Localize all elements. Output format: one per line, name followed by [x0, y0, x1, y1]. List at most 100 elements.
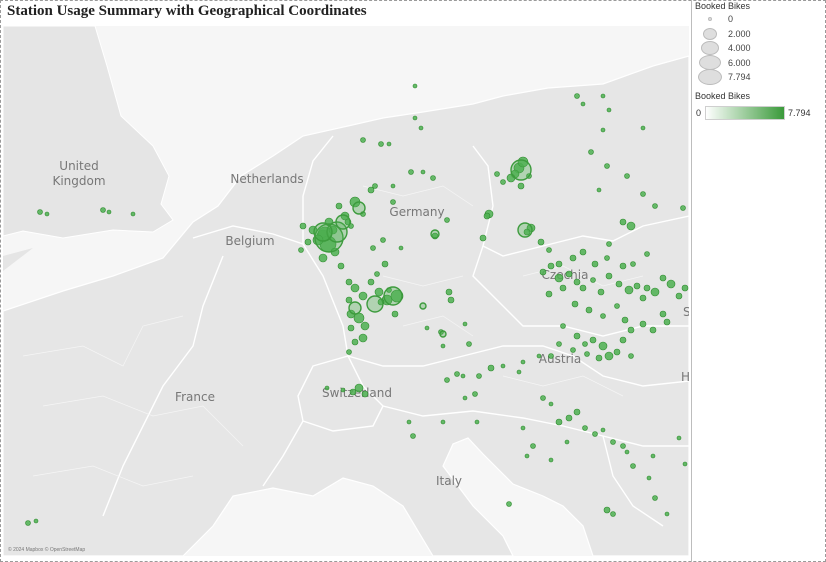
- station-marker[interactable]: [460, 373, 466, 379]
- station-marker-large[interactable]: [439, 330, 447, 338]
- station-marker[interactable]: [624, 173, 630, 179]
- station-marker[interactable]: [595, 354, 603, 362]
- station-marker[interactable]: [444, 217, 450, 223]
- station-marker[interactable]: [406, 419, 412, 425]
- station-marker[interactable]: [600, 427, 606, 433]
- station-marker[interactable]: [530, 443, 536, 449]
- station-marker[interactable]: [650, 287, 660, 297]
- station-marker[interactable]: [37, 209, 43, 215]
- station-marker[interactable]: [604, 255, 610, 261]
- station-marker[interactable]: [358, 333, 368, 343]
- station-marker[interactable]: [479, 234, 487, 242]
- station-marker[interactable]: [454, 371, 460, 377]
- station-marker-large[interactable]: [313, 222, 333, 242]
- station-marker[interactable]: [605, 272, 613, 280]
- station-marker[interactable]: [476, 373, 482, 379]
- station-marker[interactable]: [445, 288, 453, 296]
- station-marker[interactable]: [345, 278, 353, 286]
- station-marker[interactable]: [520, 425, 526, 431]
- station-marker[interactable]: [682, 461, 688, 467]
- station-marker[interactable]: [391, 310, 399, 318]
- station-marker[interactable]: [386, 141, 392, 147]
- station-marker[interactable]: [619, 262, 627, 270]
- station-marker[interactable]: [335, 202, 343, 210]
- station-marker[interactable]: [367, 186, 375, 194]
- station-marker[interactable]: [548, 401, 554, 407]
- station-marker[interactable]: [374, 287, 384, 297]
- station-marker[interactable]: [324, 385, 330, 391]
- station-marker[interactable]: [600, 313, 606, 319]
- station-marker[interactable]: [646, 475, 652, 481]
- station-marker[interactable]: [610, 511, 616, 517]
- station-marker[interactable]: [615, 280, 623, 288]
- station-marker[interactable]: [579, 284, 587, 292]
- station-marker[interactable]: [584, 351, 590, 357]
- station-marker[interactable]: [349, 388, 357, 396]
- station-marker[interactable]: [582, 341, 588, 347]
- station-marker[interactable]: [318, 253, 328, 263]
- station-marker[interactable]: [564, 439, 570, 445]
- station-marker[interactable]: [540, 395, 546, 401]
- station-marker[interactable]: [644, 251, 650, 257]
- station-marker[interactable]: [444, 377, 450, 383]
- station-marker[interactable]: [639, 294, 647, 302]
- station-marker[interactable]: [472, 391, 478, 397]
- station-marker[interactable]: [25, 520, 31, 526]
- station-marker[interactable]: [649, 326, 657, 334]
- station-marker[interactable]: [597, 288, 605, 296]
- station-marker[interactable]: [619, 218, 627, 226]
- station-marker[interactable]: [462, 321, 468, 327]
- station-marker[interactable]: [546, 247, 552, 253]
- station-marker[interactable]: [663, 318, 671, 326]
- station-marker[interactable]: [430, 175, 436, 181]
- station-marker[interactable]: [390, 289, 404, 303]
- station-marker[interactable]: [420, 169, 426, 175]
- station-marker[interactable]: [350, 283, 360, 293]
- station-marker[interactable]: [44, 211, 50, 217]
- station-marker[interactable]: [652, 203, 658, 209]
- station-marker[interactable]: [361, 390, 369, 398]
- station-marker[interactable]: [539, 268, 547, 276]
- station-marker-large[interactable]: [366, 295, 384, 313]
- station-marker[interactable]: [565, 414, 573, 422]
- station-marker[interactable]: [565, 270, 573, 278]
- station-marker[interactable]: [610, 439, 616, 445]
- station-marker[interactable]: [547, 262, 555, 270]
- station-marker[interactable]: [652, 495, 658, 501]
- station-marker[interactable]: [640, 125, 646, 131]
- station-marker[interactable]: [590, 277, 596, 283]
- station-marker[interactable]: [603, 506, 611, 514]
- station-marker[interactable]: [345, 296, 353, 304]
- station-marker[interactable]: [106, 209, 112, 215]
- station-marker-large[interactable]: [383, 286, 403, 306]
- station-marker-large[interactable]: [352, 201, 366, 215]
- station-marker[interactable]: [659, 310, 667, 318]
- station-marker-large[interactable]: [510, 159, 532, 181]
- station-marker[interactable]: [604, 351, 614, 361]
- station-marker[interactable]: [537, 238, 545, 246]
- station-marker[interactable]: [624, 285, 634, 295]
- station-marker[interactable]: [440, 419, 446, 425]
- station-marker[interactable]: [347, 324, 355, 332]
- station-marker[interactable]: [619, 336, 627, 344]
- station-marker[interactable]: [681, 284, 689, 292]
- station-marker[interactable]: [614, 303, 620, 309]
- station-marker[interactable]: [680, 205, 686, 211]
- station-marker[interactable]: [666, 279, 676, 289]
- station-marker[interactable]: [643, 284, 651, 292]
- station-marker[interactable]: [600, 93, 606, 99]
- station-marker[interactable]: [408, 169, 414, 175]
- station-marker[interactable]: [573, 332, 581, 340]
- station-marker[interactable]: [580, 101, 586, 107]
- station-marker[interactable]: [506, 501, 512, 507]
- station-marker[interactable]: [360, 321, 370, 331]
- station-marker-large[interactable]: [335, 214, 351, 230]
- station-marker[interactable]: [676, 435, 682, 441]
- station-marker[interactable]: [627, 326, 635, 334]
- station-marker[interactable]: [640, 191, 646, 197]
- station-marker[interactable]: [659, 274, 667, 282]
- station-marker[interactable]: [100, 207, 106, 213]
- station-marker[interactable]: [370, 245, 376, 251]
- station-marker[interactable]: [424, 325, 430, 331]
- station-marker[interactable]: [639, 320, 647, 328]
